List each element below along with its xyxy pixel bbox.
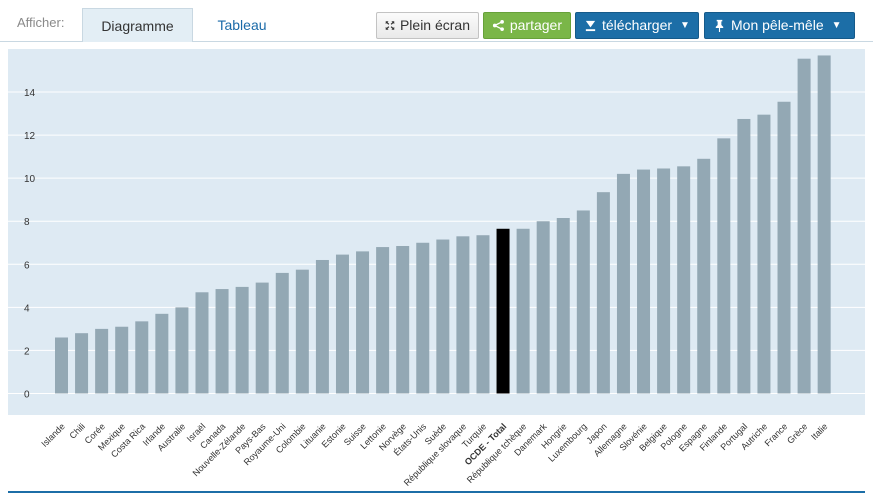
y-tick-label: 0 bbox=[24, 389, 30, 400]
bar[interactable] bbox=[476, 235, 490, 394]
bar[interactable] bbox=[255, 282, 269, 394]
bar[interactable] bbox=[295, 269, 309, 394]
bar[interactable] bbox=[817, 55, 831, 394]
y-tick-label: 4 bbox=[24, 303, 30, 314]
bar[interactable] bbox=[717, 138, 731, 394]
bar[interactable] bbox=[155, 313, 169, 394]
chart-toolbar: Afficher: Diagramme Tableau Plein écran … bbox=[0, 0, 873, 42]
bar[interactable] bbox=[496, 228, 510, 394]
download-icon bbox=[585, 20, 596, 32]
bar[interactable] bbox=[616, 173, 630, 394]
bar-chart: 0 2 4 6 8 10 12 14 Islande ChiliCoréeMexiqueCost… bbox=[8, 49, 865, 488]
bar[interactable] bbox=[396, 245, 410, 394]
bar[interactable] bbox=[677, 166, 691, 394]
share-label: partager bbox=[509, 17, 562, 33]
bar[interactable] bbox=[757, 114, 771, 394]
my-board-label: Mon pêle-mêle bbox=[731, 17, 824, 33]
x-tick-label: Italie bbox=[809, 421, 830, 442]
x-tick-label: Islande bbox=[39, 421, 67, 449]
y-tick-label: 12 bbox=[24, 131, 36, 142]
bar[interactable] bbox=[737, 118, 751, 394]
bar[interactable] bbox=[315, 259, 329, 394]
x-tick-label: France bbox=[763, 421, 790, 448]
y-tick-label: 10 bbox=[24, 174, 36, 185]
bar[interactable] bbox=[777, 101, 791, 394]
bottom-border bbox=[8, 491, 865, 493]
bar[interactable] bbox=[697, 158, 711, 394]
caret-down-icon: ▼ bbox=[680, 20, 690, 31]
bar[interactable] bbox=[235, 286, 249, 394]
share-icon bbox=[492, 19, 504, 32]
bar[interactable] bbox=[436, 239, 450, 394]
bar[interactable] bbox=[115, 326, 129, 394]
download-button[interactable]: télécharger ▼ bbox=[575, 12, 699, 39]
fullscreen-label: Plein écran bbox=[399, 17, 470, 33]
bar[interactable] bbox=[376, 247, 390, 394]
tab-table[interactable]: Tableau bbox=[217, 17, 267, 33]
bar[interactable] bbox=[456, 236, 470, 394]
bars bbox=[55, 55, 831, 394]
expand-icon bbox=[385, 21, 395, 30]
y-axis: 0 2 4 6 8 10 12 14 bbox=[24, 88, 36, 400]
bar[interactable] bbox=[335, 254, 349, 394]
bar[interactable] bbox=[195, 292, 209, 394]
bar[interactable] bbox=[215, 289, 229, 394]
bar[interactable] bbox=[556, 218, 570, 394]
y-tick-label: 14 bbox=[24, 88, 36, 99]
bar[interactable] bbox=[75, 333, 89, 394]
bar[interactable] bbox=[576, 210, 590, 394]
bar[interactable] bbox=[135, 321, 149, 394]
bar[interactable] bbox=[416, 242, 430, 394]
caret-down-icon: ▼ bbox=[831, 20, 842, 31]
bar[interactable] bbox=[275, 272, 289, 394]
bar[interactable] bbox=[596, 192, 610, 394]
bar[interactable] bbox=[356, 251, 370, 394]
pin-icon bbox=[715, 19, 724, 32]
y-tick-label: 6 bbox=[24, 260, 30, 271]
y-tick-label: 8 bbox=[24, 217, 30, 228]
tab-diagram[interactable]: Diagramme bbox=[82, 8, 193, 42]
bar[interactable] bbox=[536, 221, 550, 394]
bar[interactable] bbox=[95, 328, 109, 394]
share-button[interactable]: partager bbox=[483, 12, 571, 39]
bar[interactable] bbox=[657, 168, 671, 394]
bar[interactable] bbox=[175, 307, 189, 394]
bar[interactable] bbox=[516, 228, 530, 394]
download-label: télécharger bbox=[602, 17, 673, 33]
x-tick-label: Grèce bbox=[785, 421, 809, 445]
bar[interactable] bbox=[637, 169, 651, 394]
fullscreen-button[interactable]: Plein écran bbox=[376, 12, 479, 39]
bar[interactable] bbox=[797, 58, 811, 394]
my-board-button[interactable]: Mon pêle-mêle ▼ bbox=[704, 12, 855, 39]
show-label: Afficher: bbox=[17, 15, 65, 30]
bar[interactable] bbox=[55, 337, 68, 394]
y-tick-label: 2 bbox=[24, 346, 30, 357]
